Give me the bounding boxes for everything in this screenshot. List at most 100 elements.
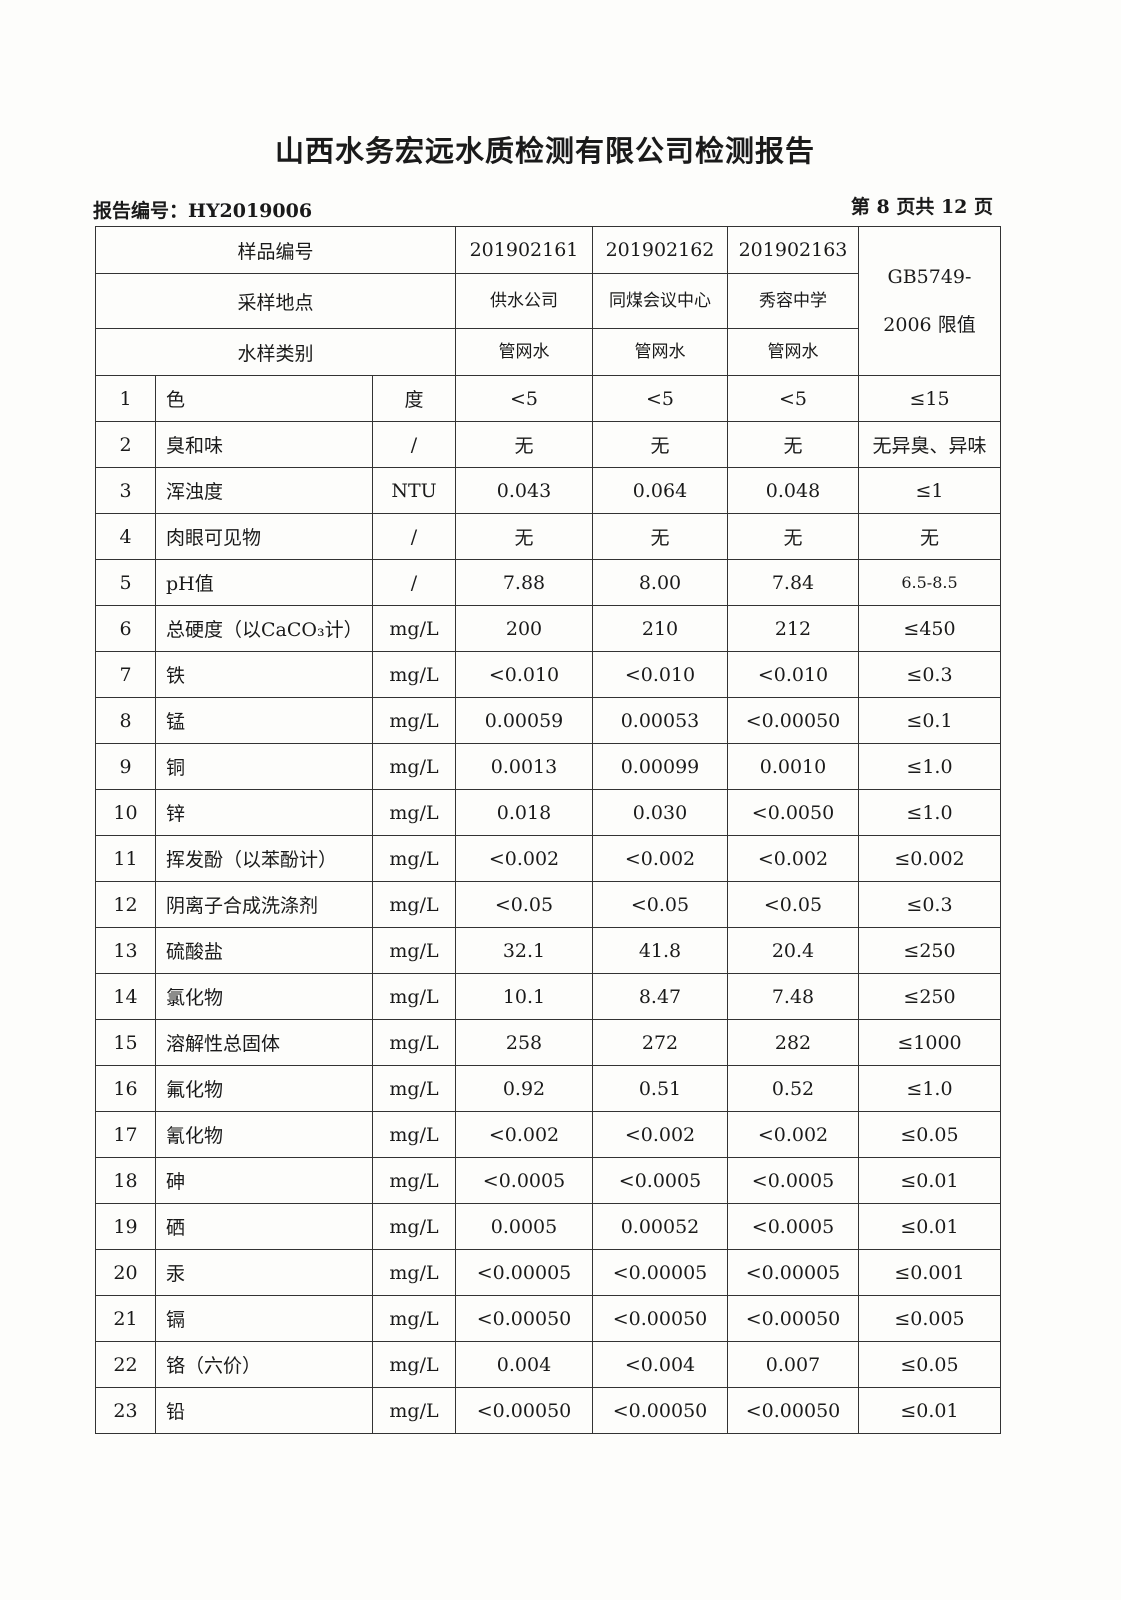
row-number: 21	[95, 1295, 156, 1342]
result-value: 0.00052	[592, 1203, 728, 1250]
sample-no: 201902163	[727, 226, 859, 274]
limit-value: 6.5-8.5	[858, 559, 1001, 606]
unit: mg/L	[372, 973, 456, 1020]
item-name: 色	[155, 375, 373, 422]
row-number: 6	[95, 605, 156, 652]
item-name: 浑浊度	[155, 467, 373, 514]
result-value: <0.00050	[727, 1295, 859, 1342]
result-value: 0.018	[455, 789, 593, 836]
table-row: 19 硒 mg/L 0.0005 0.00052 <0.0005 ≤0.01	[95, 1203, 1001, 1250]
result-value: <0.05	[592, 881, 728, 928]
row-number: 19	[95, 1203, 156, 1250]
row-number: 12	[95, 881, 156, 928]
table-row: 23 铅 mg/L <0.00050 <0.00050 <0.00050 ≤0.01	[95, 1387, 1001, 1434]
result-value: 32.1	[455, 927, 593, 974]
sample-location: 供水公司	[455, 273, 593, 329]
result-value: 0.043	[455, 467, 593, 514]
result-value: 0.0013	[455, 743, 593, 790]
limit-value: ≤0.01	[858, 1387, 1001, 1434]
result-value: 10.1	[455, 973, 593, 1020]
result-value: 0.52	[727, 1065, 859, 1112]
row-number: 8	[95, 697, 156, 744]
unit: mg/L	[372, 789, 456, 836]
table-row: 17 氰化物 mg/L <0.002 <0.002 <0.002 ≤0.05	[95, 1111, 1001, 1158]
item-name: 铁	[155, 651, 373, 698]
limit-value: ≤1.0	[858, 789, 1001, 836]
limit-value: ≤1.0	[858, 743, 1001, 790]
result-value: 0.064	[592, 467, 728, 514]
item-name: 氰化物	[155, 1111, 373, 1158]
limit-value: ≤0.05	[858, 1341, 1001, 1388]
table-row: 7 铁 mg/L <0.010 <0.010 <0.010 ≤0.3	[95, 651, 1001, 698]
result-value: <0.002	[727, 835, 859, 882]
sample-location: 秀容中学	[727, 273, 859, 329]
unit: mg/L	[372, 1019, 456, 1066]
result-value: 8.00	[592, 559, 728, 606]
location-label: 采样地点	[95, 273, 456, 329]
report-number: 报告编号：HY2019006	[93, 200, 313, 222]
unit: mg/L	[372, 651, 456, 698]
item-name: 锌	[155, 789, 373, 836]
sample-no: 201902161	[455, 226, 593, 274]
unit: mg/L	[372, 881, 456, 928]
result-value: 282	[727, 1019, 859, 1066]
table-row: 16 氟化物 mg/L 0.92 0.51 0.52 ≤1.0	[95, 1065, 1001, 1112]
limit-value: ≤0.005	[858, 1295, 1001, 1342]
unit: mg/L	[372, 1387, 456, 1434]
result-value: <0.0005	[592, 1157, 728, 1204]
result-value: 0.004	[455, 1341, 593, 1388]
limit-value: ≤0.3	[858, 881, 1001, 928]
item-name: 氯化物	[155, 973, 373, 1020]
result-value: 无	[455, 513, 593, 560]
result-value: <0.002	[455, 835, 593, 882]
table-row: 3 浑浊度 NTU 0.043 0.064 0.048 ≤1	[95, 467, 1001, 514]
page-info: 第 8 页共 12 页	[850, 196, 993, 218]
limit-value: 无异臭、异味	[858, 421, 1001, 468]
limit-value: ≤0.1	[858, 697, 1001, 744]
item-name: 砷	[155, 1157, 373, 1204]
unit: mg/L	[372, 743, 456, 790]
result-value: <0.00050	[455, 1387, 593, 1434]
unit: mg/L	[372, 1203, 456, 1250]
result-value: <0.00050	[592, 1387, 728, 1434]
result-value: 0.92	[455, 1065, 593, 1112]
unit: mg/L	[372, 605, 456, 652]
limit-value: ≤0.002	[858, 835, 1001, 882]
result-value: <0.00005	[592, 1249, 728, 1296]
table-row: 13 硫酸盐 mg/L 32.1 41.8 20.4 ≤250	[95, 927, 1001, 974]
result-value: 20.4	[727, 927, 859, 974]
unit: mg/L	[372, 1065, 456, 1112]
result-value: <0.010	[592, 651, 728, 698]
table-row: 14 氯化物 mg/L 10.1 8.47 7.48 ≤250	[95, 973, 1001, 1020]
result-value: 0.0010	[727, 743, 859, 790]
sample-location: 同煤会议中心	[592, 273, 728, 329]
row-number: 2	[95, 421, 156, 468]
result-value: <0.00050	[727, 697, 859, 744]
result-value: 0.030	[592, 789, 728, 836]
item-name: 铬（六价）	[155, 1341, 373, 1388]
limit-value: ≤1.0	[858, 1065, 1001, 1112]
unit: 度	[372, 375, 456, 422]
result-value: <0.0005	[727, 1203, 859, 1250]
limit-value: ≤0.01	[858, 1157, 1001, 1204]
limit-value: ≤0.05	[858, 1111, 1001, 1158]
result-value: <0.05	[727, 881, 859, 928]
limit-value: ≤1000	[858, 1019, 1001, 1066]
unit: mg/L	[372, 1295, 456, 1342]
result-value: 0.00053	[592, 697, 728, 744]
result-value: 0.00099	[592, 743, 728, 790]
unit: /	[372, 513, 456, 560]
result-value: 41.8	[592, 927, 728, 974]
type-label: 水样类别	[95, 328, 456, 376]
result-value: <0.00005	[727, 1249, 859, 1296]
row-number: 15	[95, 1019, 156, 1066]
sample-no-label: 样品编号	[95, 226, 456, 274]
limit-value: ≤1	[858, 467, 1001, 514]
item-name: 总硬度（以CaCO₃计）	[155, 605, 373, 652]
result-value: <5	[727, 375, 859, 422]
row-number: 4	[95, 513, 156, 560]
result-value: <0.004	[592, 1341, 728, 1388]
table-row: 6 总硬度（以CaCO₃计） mg/L 200 210 212 ≤450	[95, 605, 1001, 652]
table-row: 18 砷 mg/L <0.0005 <0.0005 <0.0005 ≤0.01	[95, 1157, 1001, 1204]
result-value: 0.007	[727, 1341, 859, 1388]
